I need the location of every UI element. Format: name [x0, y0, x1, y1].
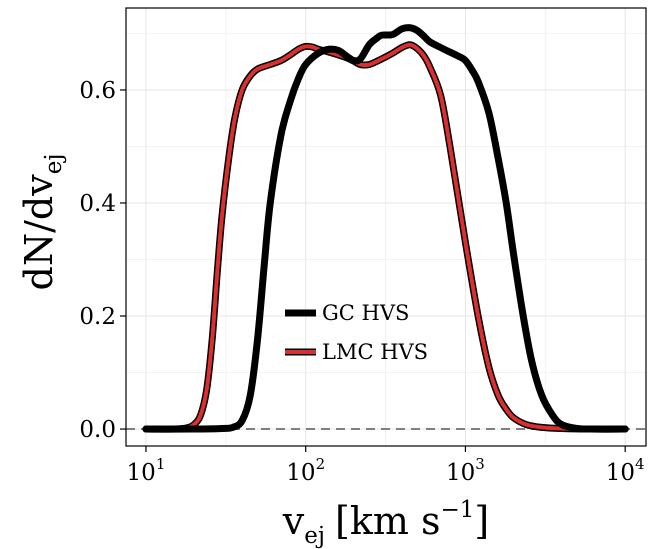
y-tick-label: 0.0: [79, 417, 116, 443]
x-tick-label: 104: [606, 455, 645, 486]
y-tick-label: 0.6: [79, 78, 116, 104]
y-axis-title: dN/dvej: [17, 154, 67, 291]
series-line-gc-hvs: [142, 24, 629, 433]
x-tick-label: 102: [286, 455, 325, 486]
y-tick-label: 0.2: [79, 304, 116, 330]
x-tick-label: 101: [127, 455, 166, 486]
legend-label-lmc: LMC HVS: [322, 340, 428, 364]
legend-label-gc: GC HVS: [322, 301, 409, 325]
plot-frame: [125, 7, 647, 447]
y-axis-ticks: 0.0 0.2 0.4 0.6: [79, 78, 126, 443]
x-tick-label: 103: [446, 455, 485, 486]
grid: [126, 8, 646, 446]
legend: GC HVS LMC HVS: [285, 301, 428, 364]
series-layer: [142, 24, 629, 433]
y-tick-label: 0.4: [79, 191, 116, 217]
x-axis-title: vej [km s−1]: [282, 497, 489, 549]
x-axis-ticks: 101 102 103 104: [127, 446, 645, 486]
